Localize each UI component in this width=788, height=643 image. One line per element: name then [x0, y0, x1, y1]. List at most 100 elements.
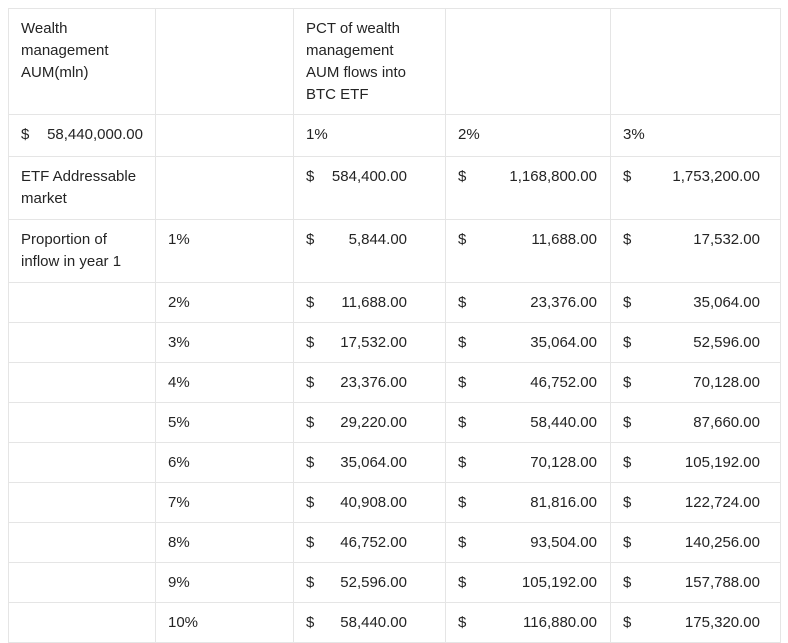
inflow-value: $11,688.00 — [445, 219, 611, 283]
currency-symbol: $ — [623, 494, 632, 511]
table-row: 8% $46,752.00 $93,504.00 $140,256.00 — [8, 522, 781, 563]
currency-symbol: $ — [458, 534, 467, 551]
empty-cell — [8, 602, 156, 643]
currency-symbol: $ — [306, 454, 315, 471]
inflow-value: $105,192.00 — [610, 442, 781, 483]
proportion-label: Proportion of inflow in year 1 — [8, 219, 156, 283]
inflow-value: $70,128.00 — [445, 442, 611, 483]
currency-symbol: $ — [623, 414, 632, 431]
empty-cell — [8, 322, 156, 363]
empty-cell — [8, 362, 156, 403]
proportion-pct: 10% — [155, 602, 294, 643]
currency-symbol: $ — [623, 294, 632, 311]
inflow-value: $58,440.00 — [293, 602, 446, 643]
currency-symbol: $ — [306, 574, 315, 591]
currency-symbol: $ — [458, 414, 467, 431]
empty-cell — [8, 282, 156, 323]
currency-symbol: $ — [623, 454, 632, 471]
empty-cell — [8, 442, 156, 483]
table-row: 5% $29,220.00 $58,440.00 $87,660.00 — [8, 402, 781, 443]
inflow-value: $46,752.00 — [445, 362, 611, 403]
inflow-value: $46,752.00 — [293, 522, 446, 563]
pct-col-header-1: 1% — [293, 114, 446, 157]
proportion-pct: 2% — [155, 282, 294, 323]
header-pct-flows: PCT of wealth management AUM flows into … — [293, 8, 446, 115]
currency-symbol: $ — [458, 494, 467, 511]
table-row: ETF Addressable market $584,400.00 $1,16… — [8, 156, 781, 220]
currency-symbol: $ — [458, 374, 467, 391]
table-row: 9% $52,596.00 $105,192.00 $157,788.00 — [8, 562, 781, 603]
currency-symbol: $ — [623, 534, 632, 551]
aum-value-cell: $58,440,000.00 — [8, 114, 156, 157]
empty-cell — [8, 402, 156, 443]
table-row: Wealth management AUM(mln) PCT of wealth… — [8, 8, 781, 115]
proportion-pct: 6% — [155, 442, 294, 483]
table-row: 10% $58,440.00 $116,880.00 $175,320.00 — [8, 602, 781, 643]
proportion-pct: 3% — [155, 322, 294, 363]
inflow-value: $11,688.00 — [293, 282, 446, 323]
etf-market-value-3: $1,753,200.00 — [610, 156, 781, 220]
inflow-value: $116,880.00 — [445, 602, 611, 643]
table-row: 4% $23,376.00 $46,752.00 $70,128.00 — [8, 362, 781, 403]
currency-symbol: $ — [306, 294, 315, 311]
inflow-value: $17,532.00 — [293, 322, 446, 363]
currency-symbol: $ — [306, 231, 315, 248]
currency-symbol: $ — [458, 574, 467, 591]
inflow-value: $35,064.00 — [610, 282, 781, 323]
empty-cell — [8, 522, 156, 563]
empty-cell — [155, 156, 294, 220]
inflow-value: $70,128.00 — [610, 362, 781, 403]
table-row: 6% $35,064.00 $70,128.00 $105,192.00 — [8, 442, 781, 483]
currency-symbol: $ — [623, 168, 632, 185]
currency-symbol: $ — [306, 414, 315, 431]
table-row: 3% $17,532.00 $35,064.00 $52,596.00 — [8, 322, 781, 363]
currency-symbol: $ — [458, 231, 467, 248]
inflow-value: $35,064.00 — [293, 442, 446, 483]
pct-col-header-2: 2% — [445, 114, 611, 157]
currency-symbol: $ — [623, 334, 632, 351]
table-row: $58,440,000.00 1% 2% 3% — [8, 114, 781, 157]
currency-symbol: $ — [306, 614, 315, 631]
currency-symbol: $ — [458, 168, 467, 185]
inflow-value: $35,064.00 — [445, 322, 611, 363]
inflow-value: $175,320.00 — [610, 602, 781, 643]
inflow-value: $157,788.00 — [610, 562, 781, 603]
inflow-value: $87,660.00 — [610, 402, 781, 443]
inflow-value: $81,816.00 — [445, 482, 611, 523]
empty-cell — [155, 114, 294, 157]
currency-symbol: $ — [623, 614, 632, 631]
header-wealth-aum: Wealth management AUM(mln) — [8, 8, 156, 115]
currency-symbol: $ — [623, 231, 632, 248]
inflow-value: $23,376.00 — [445, 282, 611, 323]
currency-symbol: $ — [458, 614, 467, 631]
proportion-pct: 8% — [155, 522, 294, 563]
currency-symbol: $ — [306, 494, 315, 511]
inflow-value: $29,220.00 — [293, 402, 446, 443]
inflow-value: $5,844.00 — [293, 219, 446, 283]
table-row: 2% $11,688.00 $23,376.00 $35,064.00 — [8, 282, 781, 323]
aum-etf-flows-table: Wealth management AUM(mln) PCT of wealth… — [8, 8, 781, 643]
table-row: Proportion of inflow in year 1 1% $5,844… — [8, 219, 781, 283]
inflow-value: $93,504.00 — [445, 522, 611, 563]
proportion-pct: 9% — [155, 562, 294, 603]
inflow-value: $105,192.00 — [445, 562, 611, 603]
currency-symbol: $ — [21, 126, 30, 143]
inflow-value: $17,532.00 — [610, 219, 781, 283]
proportion-pct: 4% — [155, 362, 294, 403]
inflow-value: $40,908.00 — [293, 482, 446, 523]
proportion-pct: 5% — [155, 402, 294, 443]
header-empty-3 — [610, 8, 781, 115]
inflow-value: $52,596.00 — [293, 562, 446, 603]
empty-cell — [8, 562, 156, 603]
currency-symbol: $ — [623, 574, 632, 591]
etf-market-label: ETF Addressable market — [8, 156, 156, 220]
currency-symbol: $ — [458, 294, 467, 311]
inflow-value: $52,596.00 — [610, 322, 781, 363]
header-empty-1 — [155, 8, 294, 115]
aum-value: 58,440,000.00 — [47, 126, 143, 143]
currency-symbol: $ — [458, 454, 467, 471]
pct-col-header-3: 3% — [610, 114, 781, 157]
currency-symbol: $ — [306, 334, 315, 351]
currency-symbol: $ — [458, 334, 467, 351]
